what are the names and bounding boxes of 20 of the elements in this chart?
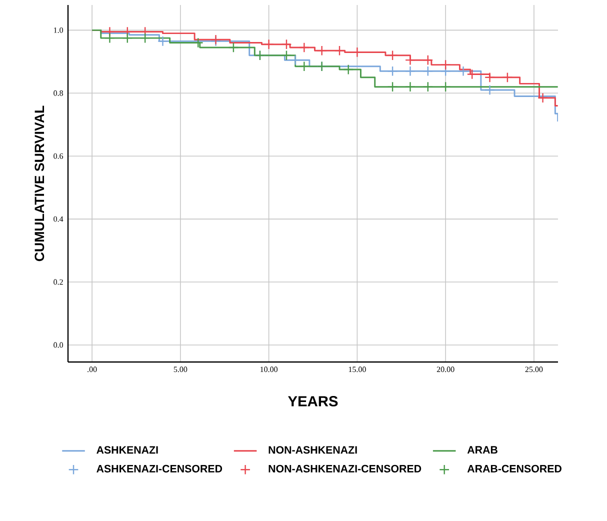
legend-label: ASHKENAZI-CENSORED — [96, 464, 222, 472]
y-axis-title: CUMULATIVE SURVIVAL — [34, 106, 44, 262]
legend-label: NON-ASHKENAZI — [268, 446, 357, 454]
y-tick-label: 0.6 — [54, 153, 64, 159]
x-tick-label: 10.00 — [260, 366, 278, 372]
legend-label: ARAB — [467, 446, 498, 454]
legend-label: ASHKENAZI — [96, 446, 158, 454]
x-tick-label: 15.00 — [348, 366, 366, 372]
x-tick-label: 25.00 — [525, 366, 543, 372]
x-tick-label: 20.00 — [436, 366, 454, 372]
x-tick-label: 5.00 — [174, 366, 188, 372]
y-tick-label: 1.0 — [54, 27, 63, 33]
y-tick-label: 0.4 — [54, 216, 64, 222]
y-tick-label: 0.0 — [54, 342, 63, 348]
x-axis-title: YEARS — [288, 396, 338, 406]
y-tick-label: 0.8 — [54, 90, 63, 96]
legend-label: NON-ASHKENAZI-CENSORED — [268, 464, 422, 472]
y-tick-label: 0.2 — [54, 279, 63, 285]
legend-label: ARAB-CENSORED — [467, 464, 562, 472]
x-tick-label: .00 — [88, 366, 97, 372]
